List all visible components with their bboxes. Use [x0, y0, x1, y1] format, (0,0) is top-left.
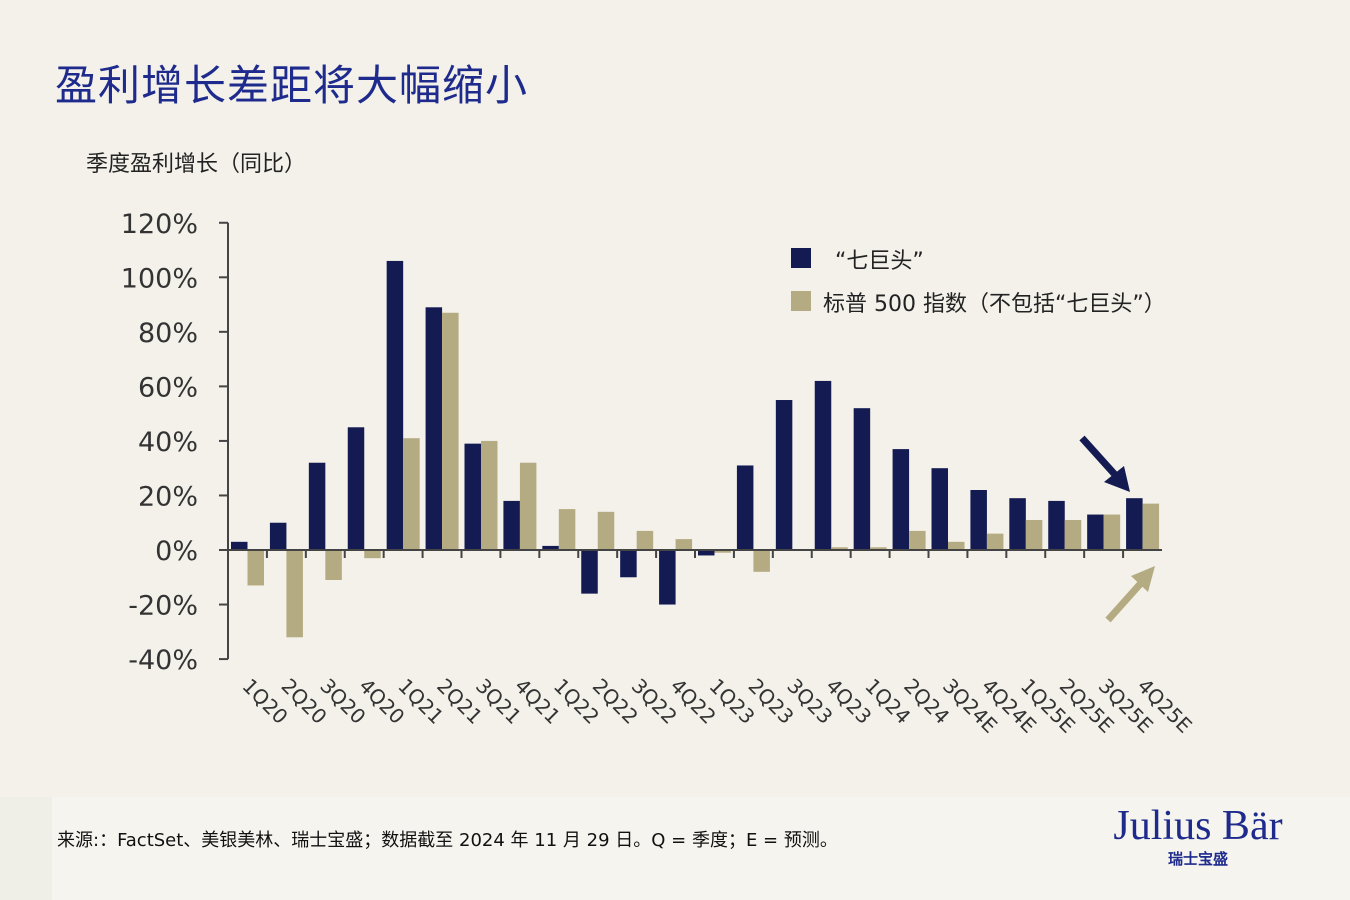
legend-label: “七巨头”	[835, 249, 924, 274]
arrow-up-icon	[1105, 579, 1145, 623]
bar-mag7-1Q22	[542, 545, 559, 550]
y-tick-label: 20%	[138, 481, 198, 512]
bar-sp500-ex-3Q24E	[948, 541, 965, 550]
bar-sp500-ex-2Q25E	[1064, 520, 1082, 550]
y-tick-label: 60%	[138, 372, 198, 403]
bar-mag7-4Q23	[814, 380, 832, 550]
bar-sp500-ex-2Q20	[286, 550, 303, 638]
y-tick-label: -40%	[128, 645, 198, 676]
y-tick-label: 120%	[121, 209, 198, 240]
logo-subtitle: 瑞士宝盛	[1167, 850, 1228, 868]
bar-sp500-ex-4Q22	[675, 539, 693, 550]
bar-mag7-3Q21	[464, 443, 481, 550]
bar-sp500-ex-1Q21	[403, 438, 420, 550]
bar-mag7-2Q23	[736, 465, 754, 550]
bar-sp500-ex-1Q25E	[1025, 520, 1043, 550]
bar-mag7-1Q24	[853, 408, 871, 550]
footer-strip	[0, 797, 52, 900]
source-note: 来源:：FactSet、美银美林、瑞士宝盛；数据截至 2024 年 11 月 2…	[57, 830, 838, 851]
bar-mag7-3Q23	[775, 400, 793, 550]
bar-sp500-ex-4Q21	[519, 462, 537, 550]
arrow-down-icon	[1079, 435, 1121, 481]
bar-mag7-3Q24E	[931, 468, 948, 550]
bar-sp500-ex-4Q23	[831, 547, 848, 550]
arrow-down-head-icon	[1104, 466, 1130, 492]
bar-mag7-2Q20	[269, 522, 287, 550]
y-tick-label: 0%	[155, 536, 198, 567]
bar-sp500-ex-4Q25E	[1142, 503, 1160, 550]
bar-sp500-ex-3Q21	[481, 440, 498, 550]
bar-mag7-1Q20	[231, 541, 248, 550]
chart-subtitle: 季度盈利增长（同比）	[86, 152, 307, 177]
bar-mag7-4Q24E	[970, 490, 987, 550]
page-title: 盈利增长差距将大幅缩小	[55, 61, 529, 110]
bar-mag7-2Q22	[581, 550, 598, 594]
y-tick-label: 80%	[138, 318, 198, 349]
bar-sp500-ex-3Q20	[325, 550, 342, 580]
bar-sp500-ex-3Q25E	[1103, 514, 1121, 550]
bar-mag7-4Q20	[347, 427, 365, 550]
bar-mag7-4Q22	[659, 550, 676, 605]
bar-sp500-ex-1Q20	[247, 550, 264, 586]
y-tick-label: -20%	[128, 591, 198, 622]
bar-sp500-ex-2Q23	[753, 550, 770, 572]
footer	[0, 797, 1350, 900]
bar-chart: -40%-20%0%20%40%60%80%100%120%1Q202Q203Q…	[121, 209, 1197, 738]
bar-mag7-3Q20	[308, 462, 326, 550]
bar-sp500-ex-4Q20	[364, 550, 381, 559]
y-tick-label: 40%	[138, 427, 198, 458]
logo-wordmark: Julius Bär	[1113, 803, 1283, 849]
bar-sp500-ex-1Q22	[558, 509, 576, 550]
bar-mag7-3Q22	[620, 550, 637, 578]
bar-mag7-1Q21	[386, 260, 404, 550]
legend-swatch	[791, 248, 811, 268]
bar-sp500-ex-2Q22	[597, 511, 615, 550]
bar-sp500-ex-1Q23	[714, 550, 731, 553]
bar-mag7-4Q25E	[1126, 498, 1143, 550]
legend-swatch	[791, 291, 811, 311]
bar-sp500-ex-4Q24E	[986, 533, 1004, 550]
bar-mag7-2Q21	[425, 307, 443, 550]
bar-sp500-ex-2Q21	[442, 312, 459, 550]
bar-mag7-2Q24	[892, 449, 910, 550]
arrow-up-head-icon	[1131, 566, 1155, 592]
bar-sp500-ex-1Q24	[870, 547, 887, 550]
bar-mag7-4Q21	[503, 500, 520, 550]
bar-mag7-1Q25E	[1009, 498, 1026, 550]
y-tick-label: 100%	[121, 263, 198, 294]
bar-sp500-ex-3Q22	[636, 530, 654, 550]
bar-sp500-ex-2Q24	[909, 530, 926, 550]
bar-mag7-3Q25E	[1087, 514, 1104, 550]
julius-baer-logo: Julius Bär 瑞士宝盛	[1098, 802, 1298, 868]
bar-mag7-1Q23	[698, 550, 715, 556]
bar-mag7-2Q25E	[1048, 500, 1065, 550]
legend-label: 标普 500 指数（不包括“七巨头”）	[823, 292, 1166, 317]
